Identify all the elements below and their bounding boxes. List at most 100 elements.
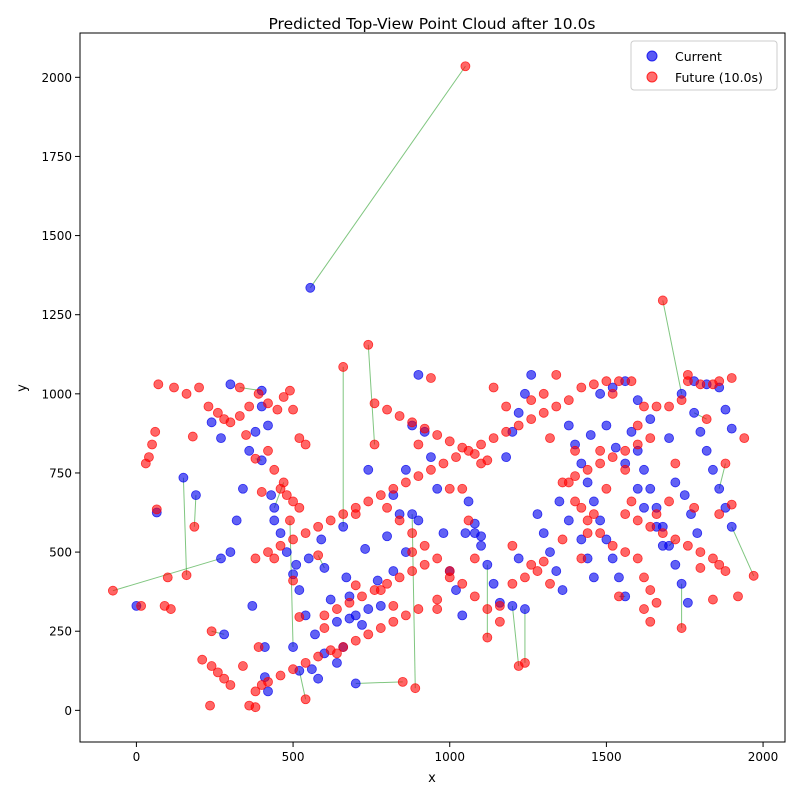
- future-point: [413, 471, 424, 482]
- future-point: [651, 597, 662, 608]
- displacement-line: [193, 495, 197, 527]
- future-point: [250, 686, 261, 697]
- future-point: [325, 645, 336, 656]
- future-point: [300, 657, 311, 668]
- future-point: [469, 591, 480, 602]
- future-point: [181, 388, 192, 399]
- displacement-line: [662, 300, 683, 394]
- current-point: [585, 430, 596, 440]
- current-point: [344, 613, 355, 624]
- current-point: [582, 477, 593, 488]
- future-point: [620, 509, 631, 520]
- future-point: [639, 604, 649, 614]
- future-point: [676, 623, 687, 633]
- current-point: [545, 547, 555, 557]
- future-point: [607, 452, 618, 463]
- current-point: [476, 540, 486, 551]
- future-point: [588, 379, 599, 390]
- current-point: [657, 540, 668, 551]
- current-point: [216, 553, 226, 564]
- y-axis: 0 250 500 750 1000 1250 1500 1750 2000: [41, 71, 80, 718]
- future-point: [338, 642, 349, 652]
- legend-future-label: Future (10.0s): [675, 70, 763, 85]
- future-point: [639, 572, 649, 583]
- future-point: [538, 407, 549, 418]
- future-point: [263, 445, 273, 456]
- current-point: [488, 578, 499, 589]
- future-point: [338, 362, 349, 372]
- current-point: [614, 572, 624, 583]
- future-point: [595, 458, 606, 469]
- current-point: [357, 619, 367, 630]
- future-point: [394, 572, 405, 583]
- future-point: [153, 379, 164, 390]
- current-point: [269, 515, 280, 526]
- current-point: [247, 600, 258, 611]
- current-point: [216, 433, 226, 444]
- current-point: [426, 452, 436, 463]
- future-point: [582, 515, 593, 526]
- future-point: [620, 547, 631, 557]
- current-point: [726, 423, 737, 434]
- displacement-line: [367, 344, 376, 445]
- future-point: [645, 616, 656, 627]
- future-point: [614, 376, 624, 387]
- current-point: [695, 426, 706, 437]
- current-point: [554, 496, 565, 507]
- current-point: [288, 642, 298, 652]
- future-point: [444, 436, 455, 447]
- current-point: [306, 664, 317, 675]
- future-point: [363, 629, 374, 640]
- future-point: [219, 673, 230, 684]
- future-point: [407, 566, 418, 576]
- future-point: [520, 657, 530, 668]
- legend-current-label: Current: [675, 49, 722, 64]
- future-point: [338, 509, 349, 520]
- current-point: [305, 282, 316, 293]
- future-point: [570, 445, 580, 456]
- current-point: [413, 369, 424, 380]
- future-point: [676, 395, 687, 406]
- x-tick-label: 500: [282, 750, 305, 764]
- future-point: [507, 578, 518, 589]
- legend-future-marker: [646, 71, 658, 83]
- future-point: [494, 600, 505, 611]
- future-point: [225, 680, 236, 690]
- displacement-line: [731, 526, 755, 577]
- current-point: [532, 509, 543, 520]
- current-point: [350, 678, 361, 689]
- future-point: [363, 496, 374, 507]
- current-point: [708, 464, 718, 475]
- current-point: [407, 509, 418, 520]
- current-point: [679, 490, 690, 501]
- future-point: [708, 553, 718, 564]
- future-point: [419, 423, 430, 434]
- future-point: [212, 407, 223, 418]
- future-point: [253, 388, 264, 399]
- future-point: [313, 550, 324, 561]
- displacement-line: [355, 681, 403, 684]
- future-point: [714, 509, 725, 520]
- current-point: [588, 572, 599, 583]
- future-point: [363, 339, 374, 350]
- future-point: [136, 600, 147, 611]
- current-point: [632, 483, 643, 494]
- future-point: [657, 295, 668, 306]
- future-point: [382, 502, 392, 513]
- current-point: [563, 515, 574, 526]
- y-tick-label: 1250: [41, 308, 72, 322]
- current-point: [457, 610, 468, 621]
- future-point: [620, 464, 631, 475]
- current-point: [238, 483, 248, 494]
- future-point: [720, 458, 731, 469]
- current-point: [432, 483, 443, 494]
- future-point: [332, 604, 342, 614]
- displacement-line: [309, 65, 466, 289]
- future-point: [319, 610, 330, 621]
- current-point: [319, 563, 330, 573]
- future-point: [159, 600, 170, 611]
- future-point: [469, 449, 480, 459]
- current-point: [281, 547, 292, 557]
- current-point: [231, 515, 242, 526]
- current-point: [266, 490, 277, 501]
